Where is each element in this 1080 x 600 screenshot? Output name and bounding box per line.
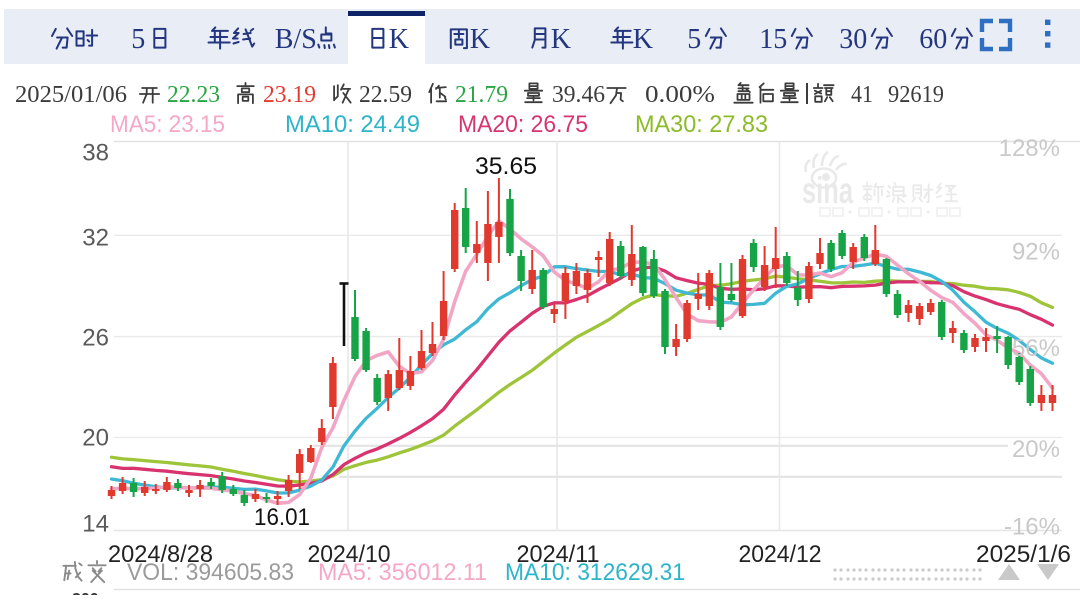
- svg-text:0.00%: 0.00%: [645, 82, 715, 108]
- svg-text:26: 26: [82, 325, 109, 352]
- svg-text:2025/01/06: 2025/01/06: [15, 82, 127, 108]
- svg-text:60: 60: [919, 24, 947, 55]
- svg-text:16.01: 16.01: [254, 504, 310, 531]
- svg-text:K: K: [470, 24, 490, 55]
- svg-text:22.59: 22.59: [359, 82, 412, 108]
- svg-text:14: 14: [82, 511, 109, 538]
- svg-text:15: 15: [759, 24, 787, 55]
- svg-text:21.79: 21.79: [455, 82, 508, 108]
- svg-text:38: 38: [82, 140, 109, 167]
- svg-text:MA5: 356012.11: MA5: 356012.11: [318, 559, 487, 586]
- svg-text:128%: 128%: [999, 135, 1060, 162]
- svg-text:2024/11: 2024/11: [517, 541, 600, 568]
- svg-text:K: K: [551, 24, 571, 55]
- svg-text:22.23: 22.23: [167, 82, 220, 108]
- svg-text:K: K: [633, 24, 653, 55]
- svg-text:MA20: 26.75: MA20: 26.75: [458, 111, 588, 138]
- svg-text:MA5: 23.15: MA5: 23.15: [110, 111, 225, 138]
- svg-text:MA10: 312629.31: MA10: 312629.31: [505, 559, 685, 586]
- svg-text:B/S: B/S: [275, 24, 317, 55]
- svg-text:92%: 92%: [1012, 239, 1060, 266]
- svg-text:35.65: 35.65: [475, 153, 537, 180]
- svg-text:23.19: 23.19: [263, 82, 316, 108]
- svg-text:2024/12: 2024/12: [739, 541, 822, 568]
- svg-text:56%: 56%: [1012, 335, 1060, 362]
- svg-text:41: 41: [851, 82, 873, 108]
- svg-text:VOL: 394605.83: VOL: 394605.83: [127, 559, 294, 586]
- svg-text:MA30: 27.83: MA30: 27.83: [635, 111, 768, 138]
- svg-text:30: 30: [839, 24, 867, 55]
- svg-text:300: 300: [72, 591, 99, 595]
- svg-text:5: 5: [687, 24, 701, 55]
- svg-text:39.46: 39.46: [552, 82, 605, 108]
- svg-text:20: 20: [82, 425, 109, 452]
- svg-text:MA10: 24.49: MA10: 24.49: [285, 111, 420, 138]
- svg-text:sina: sina: [802, 170, 853, 211]
- svg-text:2024/10: 2024/10: [308, 541, 391, 568]
- svg-text:32: 32: [82, 225, 109, 252]
- svg-text:92619: 92619: [888, 82, 944, 108]
- svg-text:20%: 20%: [1012, 436, 1060, 463]
- svg-text:-16%: -16%: [1004, 514, 1060, 541]
- svg-text:5: 5: [131, 24, 145, 55]
- svg-text:2024/8/28: 2024/8/28: [108, 541, 213, 568]
- svg-text:K: K: [389, 24, 409, 55]
- svg-text:2025/1/6: 2025/1/6: [976, 541, 1071, 568]
